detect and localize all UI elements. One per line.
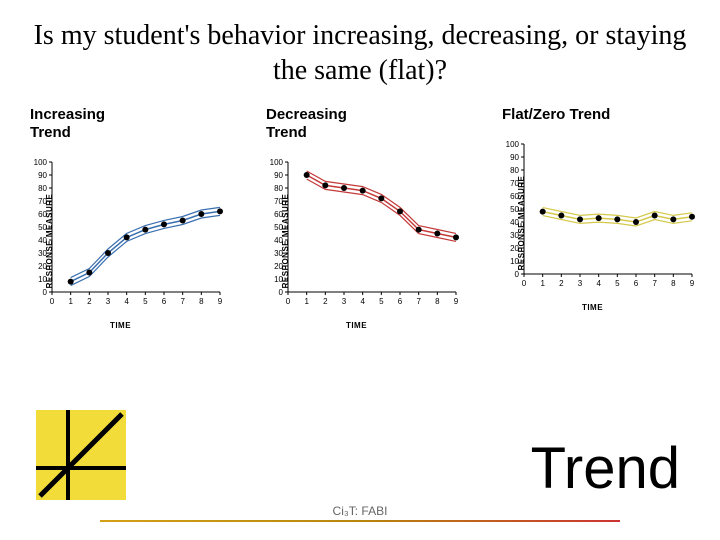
- footer: Ci₃T: FABI: [0, 504, 720, 522]
- svg-text:40: 40: [274, 236, 283, 245]
- svg-text:9: 9: [454, 297, 459, 306]
- x-axis-label: TIME: [346, 321, 367, 330]
- svg-text:6: 6: [634, 279, 639, 288]
- footer-text: Ci₃T: FABI: [333, 504, 388, 518]
- svg-text:80: 80: [274, 184, 283, 193]
- chart-label-increasing: IncreasingTrend: [30, 106, 105, 142]
- svg-text:100: 100: [506, 140, 520, 149]
- svg-text:7: 7: [652, 279, 657, 288]
- svg-text:2: 2: [87, 297, 92, 306]
- svg-text:8: 8: [435, 297, 440, 306]
- svg-text:0: 0: [522, 279, 527, 288]
- svg-text:60: 60: [38, 210, 47, 219]
- svg-text:6: 6: [398, 297, 403, 306]
- svg-text:7: 7: [416, 297, 421, 306]
- svg-text:80: 80: [510, 166, 519, 175]
- svg-text:1: 1: [540, 279, 545, 288]
- svg-text:70: 70: [274, 197, 283, 206]
- svg-text:2: 2: [323, 297, 328, 306]
- svg-text:3: 3: [342, 297, 347, 306]
- chart-increasing: RESPONSE MEASURE 01020304050607080901000…: [8, 156, 233, 326]
- svg-text:30: 30: [510, 231, 519, 240]
- svg-text:9: 9: [690, 279, 695, 288]
- svg-text:70: 70: [38, 197, 47, 206]
- svg-text:6: 6: [162, 297, 167, 306]
- svg-text:4: 4: [124, 297, 129, 306]
- trend-icon: [36, 410, 126, 500]
- svg-text:10: 10: [510, 257, 519, 266]
- svg-text:60: 60: [510, 192, 519, 201]
- svg-text:3: 3: [106, 297, 111, 306]
- svg-text:1: 1: [304, 297, 309, 306]
- svg-text:50: 50: [274, 223, 283, 232]
- svg-text:50: 50: [510, 205, 519, 214]
- chart-svg-increasing: 0 10 20 30 40 50 60 70 80 90 100 0 1 2 3 4 5 6 7 8 9: [24, 156, 229, 316]
- svg-text:7: 7: [180, 297, 185, 306]
- svg-text:30: 30: [274, 249, 283, 258]
- x-axis-label: TIME: [110, 321, 131, 330]
- svg-text:0: 0: [279, 288, 284, 297]
- chart-label-decreasing: DecreasingTrend: [266, 106, 347, 142]
- svg-text:8: 8: [199, 297, 204, 306]
- svg-text:50: 50: [38, 223, 47, 232]
- chart-col-decreasing: DecreasingTrend RESPONSE MEASURE 0102030…: [244, 106, 476, 326]
- svg-text:100: 100: [270, 158, 284, 167]
- svg-text:10: 10: [38, 275, 47, 284]
- svg-text:60: 60: [274, 210, 283, 219]
- trend-large-label: Trend: [531, 435, 680, 502]
- svg-text:0: 0: [50, 297, 55, 306]
- svg-text:40: 40: [38, 236, 47, 245]
- svg-text:10: 10: [274, 275, 283, 284]
- svg-text:9: 9: [218, 297, 223, 306]
- svg-text:70: 70: [510, 179, 519, 188]
- chart-svg-flat: 0 10 20 30 40 50 60 70 80 90 100 0 1 2 3 4 5 6 7 8 9: [496, 138, 701, 298]
- chart-svg-decreasing: 0 10 20 30 40 50 60 70 80 90 100 0 1 2 3 4 5 6 7 8 9: [260, 156, 465, 316]
- svg-text:5: 5: [379, 297, 384, 306]
- svg-text:90: 90: [38, 171, 47, 180]
- svg-text:8: 8: [671, 279, 676, 288]
- svg-text:40: 40: [510, 218, 519, 227]
- page-title: Is my student's behavior increasing, dec…: [0, 0, 720, 96]
- svg-text:30: 30: [38, 249, 47, 258]
- svg-text:90: 90: [274, 171, 283, 180]
- svg-text:20: 20: [274, 262, 283, 271]
- svg-text:20: 20: [510, 244, 519, 253]
- svg-text:90: 90: [510, 153, 519, 162]
- chart-label-flat: Flat/Zero Trend: [502, 106, 610, 124]
- svg-text:0: 0: [43, 288, 48, 297]
- svg-text:5: 5: [143, 297, 148, 306]
- svg-text:5: 5: [615, 279, 620, 288]
- chart-col-increasing: IncreasingTrend RESPONSE MEASURE 0102030…: [8, 106, 240, 326]
- svg-text:4: 4: [596, 279, 601, 288]
- svg-text:2: 2: [559, 279, 564, 288]
- svg-text:0: 0: [515, 270, 520, 279]
- svg-text:3: 3: [578, 279, 583, 288]
- svg-text:80: 80: [38, 184, 47, 193]
- chart-col-flat: Flat/Zero Trend RESPONSE MEASURE 0102030…: [480, 106, 712, 326]
- chart-flat: RESPONSE MEASURE 01020304050607080901000…: [480, 138, 705, 308]
- charts-row: IncreasingTrend RESPONSE MEASURE 0102030…: [0, 96, 720, 326]
- svg-text:20: 20: [38, 262, 47, 271]
- svg-text:4: 4: [360, 297, 365, 306]
- chart-decreasing: RESPONSE MEASURE 01020304050607080901000…: [244, 156, 469, 326]
- svg-text:1: 1: [68, 297, 73, 306]
- footer-divider: [100, 520, 620, 522]
- x-axis-label: TIME: [582, 303, 603, 312]
- svg-text:100: 100: [34, 158, 48, 167]
- svg-text:0: 0: [286, 297, 291, 306]
